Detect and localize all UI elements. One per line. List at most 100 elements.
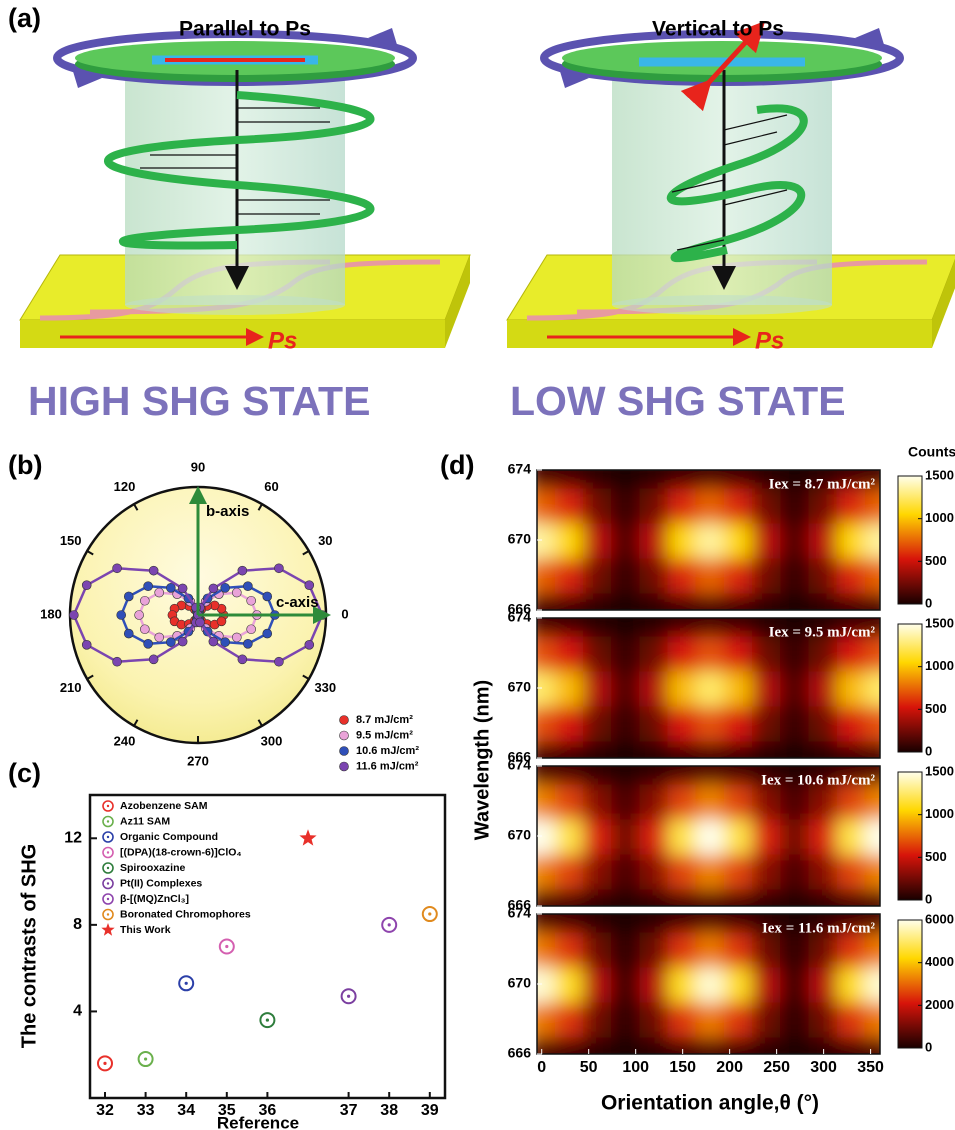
heatmap-cell xyxy=(611,966,641,1003)
heatmap-cell xyxy=(668,670,698,707)
heatmap-cell xyxy=(752,818,782,855)
heatmap-cell xyxy=(809,853,839,890)
legend-label: Spirooxazine xyxy=(120,862,186,874)
y-tick-label: 12 xyxy=(64,830,82,847)
y-axis-label: Wavelength (nm) xyxy=(471,680,493,840)
angle-tick-label: 180 xyxy=(40,606,62,621)
panel-label: (d) xyxy=(440,450,474,480)
heatmap-cell xyxy=(696,966,726,1003)
heatmap-cell xyxy=(668,635,698,672)
heatmap-cell xyxy=(780,1001,810,1038)
heatmap-cell xyxy=(555,1001,585,1038)
heatmap-cell xyxy=(639,966,669,1003)
heatmap-cell xyxy=(583,853,613,890)
panel-annotation: Iex = 11.6 mJ/cm² xyxy=(762,920,876,936)
heatmap-cell xyxy=(639,635,669,672)
diagram-title: Vertical to Ps xyxy=(652,18,784,41)
heatmap-cell xyxy=(527,783,557,820)
data-point xyxy=(238,655,247,664)
heatmap-cell xyxy=(809,966,839,1003)
heatmap-cell xyxy=(639,818,669,855)
heatmap-cell xyxy=(752,705,782,742)
heatmap-cell xyxy=(583,522,613,559)
heatmap-cell xyxy=(809,557,839,594)
legend-label: [(DPA)(18-crown-6)]ClO₄ xyxy=(120,846,241,858)
heatmap-cell xyxy=(583,931,613,968)
legend-marker xyxy=(101,923,114,936)
heatmap-cell xyxy=(724,557,754,594)
heatmap-cell xyxy=(809,522,839,559)
heatmap-cell xyxy=(583,670,613,707)
panel-label: (a) xyxy=(8,3,41,33)
data-point-center xyxy=(185,982,188,985)
data-point xyxy=(263,629,272,638)
heatmap-cell xyxy=(555,783,585,820)
angle-tick-label: 0 xyxy=(341,606,348,621)
data-point xyxy=(135,611,144,620)
colorbar-tick-label: 500 xyxy=(925,553,947,568)
heatmap-cell xyxy=(696,705,726,742)
heatmap-cell xyxy=(668,783,698,820)
heatmap-cell xyxy=(837,705,867,742)
colorbar-tick-label: 500 xyxy=(925,849,947,864)
heatmap-cell xyxy=(780,966,810,1003)
data-point xyxy=(124,592,133,601)
legend-label: This Work xyxy=(120,924,171,936)
data-point-center xyxy=(388,923,391,926)
diagram-title: Parallel to Ps xyxy=(179,18,311,41)
heatmap-cell xyxy=(639,670,669,707)
y-tick-label: 8 xyxy=(73,916,82,933)
legend-marker-center xyxy=(107,913,109,915)
heatmap-cell xyxy=(809,670,839,707)
heatmap-cell xyxy=(668,557,698,594)
page: { "panel_labels": ["(a)", "(b)", "(c)", … xyxy=(0,0,955,1130)
x-tick-label: 35 xyxy=(218,1102,236,1119)
heatmap-cell xyxy=(668,487,698,524)
colorbar-tick-label: 0 xyxy=(925,743,932,758)
data-point xyxy=(140,596,149,605)
colorbar xyxy=(898,772,922,900)
x-tick-label: 250 xyxy=(763,1059,790,1076)
heatmap-cell xyxy=(724,1001,754,1038)
y-tick-label: 670 xyxy=(508,827,532,843)
data-point-center xyxy=(266,1018,269,1021)
heatmap-cell xyxy=(724,966,754,1003)
data-point xyxy=(221,638,230,647)
data-point-center xyxy=(103,1062,106,1065)
heatmap-cell xyxy=(583,635,613,672)
heatmap-cell xyxy=(752,853,782,890)
data-point xyxy=(113,657,122,666)
x-tick-label: 34 xyxy=(177,1102,195,1119)
heatmap-cell xyxy=(809,1001,839,1038)
heatmap-cell xyxy=(696,1001,726,1038)
colorbar-tick-label: 1000 xyxy=(925,510,954,525)
heatmap-cell xyxy=(611,783,641,820)
heatmap-cell xyxy=(611,487,641,524)
heatmap-cell xyxy=(696,931,726,968)
data-point xyxy=(195,618,204,627)
x-tick-label: 300 xyxy=(810,1059,837,1076)
data-point-center xyxy=(225,945,228,948)
stage xyxy=(507,28,955,348)
state-label: LOW SHG STATE xyxy=(510,378,846,424)
heatmap-cell xyxy=(696,522,726,559)
data-point xyxy=(155,588,164,597)
heatmap-cell xyxy=(752,966,782,1003)
angle-tick-label: 30 xyxy=(318,533,332,548)
legend-label: Az11 SAM xyxy=(120,815,170,827)
heatmap-cell xyxy=(639,1001,669,1038)
data-point-center xyxy=(347,995,350,998)
data-point xyxy=(166,583,175,592)
heatmap-cell xyxy=(752,1001,782,1038)
heatmap-cell xyxy=(668,966,698,1003)
data-point xyxy=(299,829,316,845)
data-point xyxy=(140,625,149,634)
heatmap-cell xyxy=(696,853,726,890)
heatmap-cell xyxy=(668,522,698,559)
heatmap-cell xyxy=(527,853,557,890)
angle-tick-label: 330 xyxy=(314,680,336,695)
y-tick-label: 674 xyxy=(508,905,532,921)
panel-annotation: Iex = 9.5 mJ/cm² xyxy=(769,624,876,640)
heatmap-cell xyxy=(639,853,669,890)
heatmap-cell xyxy=(696,783,726,820)
